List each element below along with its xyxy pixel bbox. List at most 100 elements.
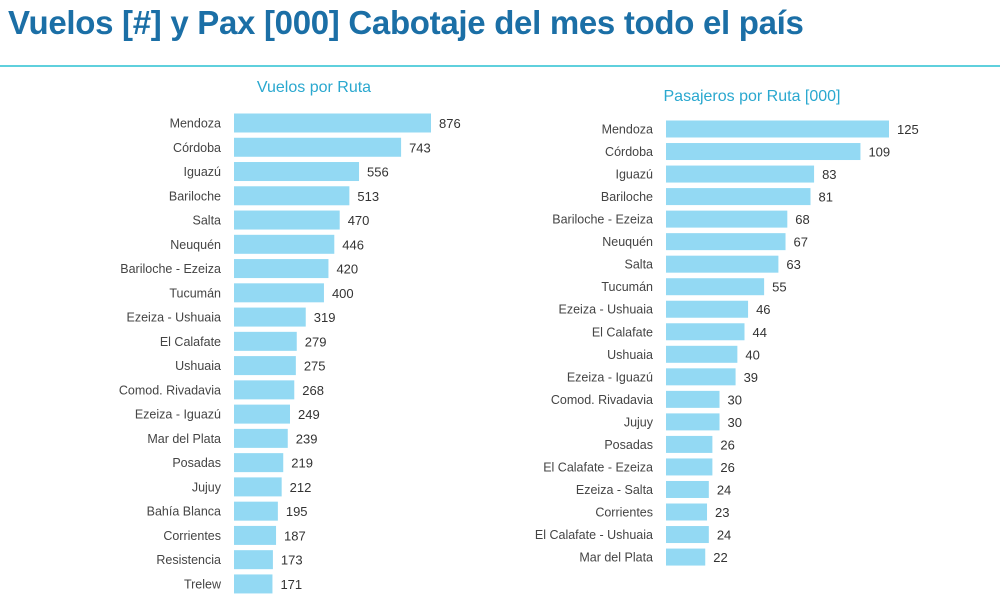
data-label: 30: [728, 392, 742, 407]
chart-1: Vuelos por Ruta Mendoza 876 Córdoba 743 Iguaz…: [119, 79, 461, 594]
category-label: Posadas: [604, 438, 653, 452]
data-label: 400: [332, 286, 354, 301]
data-label: 187: [284, 528, 306, 543]
data-label: 68: [795, 212, 809, 227]
category-label: Mendoza: [170, 117, 221, 131]
bar: [666, 503, 708, 521]
bar: [234, 428, 288, 448]
bar: [234, 574, 273, 594]
bar: [234, 404, 290, 424]
chart-title: Pasajeros por Ruta [000]: [664, 88, 841, 105]
chart-title: Vuelos por Ruta: [257, 79, 371, 96]
category-label: Bariloche - Ezeiza: [552, 213, 653, 227]
data-label: 268: [302, 383, 324, 398]
chart-2: Pasajeros por Ruta [000] Mendoza 125 Córdob…: [535, 88, 919, 566]
bar: [666, 143, 861, 161]
bar: [234, 307, 306, 327]
category-label: El Calafate - Ushuaia: [535, 528, 653, 542]
data-label: 63: [786, 257, 800, 272]
data-label: 173: [281, 553, 303, 568]
data-label: 420: [336, 262, 358, 277]
data-label: 44: [752, 325, 766, 340]
bar: [234, 283, 324, 303]
category-label: Ezeiza - Ushuaia: [127, 311, 222, 325]
data-label: 22: [713, 550, 727, 565]
bar: [234, 477, 282, 497]
category-label: Ushuaia: [175, 359, 221, 373]
data-label: 219: [291, 456, 313, 471]
bar: [234, 331, 297, 351]
data-label: 67: [794, 235, 808, 250]
data-label: 249: [298, 407, 320, 422]
bar: [234, 356, 296, 376]
bar: [234, 380, 295, 400]
data-label: 275: [304, 359, 326, 374]
data-label: 24: [717, 482, 731, 497]
category-label: Corrientes: [163, 529, 221, 543]
bar: [666, 548, 706, 566]
bar: [666, 233, 786, 251]
data-label: 46: [756, 302, 770, 317]
bar: [666, 480, 709, 498]
data-label: 26: [720, 437, 734, 452]
bar: [666, 526, 709, 544]
category-label: Resistencia: [156, 553, 221, 567]
category-label: El Calafate: [592, 325, 653, 339]
category-label: Ezeiza - Ushuaia: [559, 303, 654, 317]
category-label: Córdoba: [173, 141, 221, 155]
category-label: El Calafate - Ezeiza: [543, 460, 653, 474]
bar: [666, 345, 738, 363]
bar: [666, 210, 788, 228]
category-label: Bahía Blanca: [147, 505, 221, 519]
category-label: Iguazú: [615, 168, 653, 182]
category-label: Comod. Rivadavia: [551, 393, 653, 407]
data-label: 23: [715, 505, 729, 520]
bar: [234, 259, 329, 279]
category-label: Neuquén: [602, 235, 653, 249]
category-label: Iguazú: [183, 165, 221, 179]
category-label: Jujuy: [624, 415, 654, 429]
category-label: Ezeiza - Salta: [576, 483, 653, 497]
data-label: 743: [409, 140, 431, 155]
category-label: Salta: [193, 214, 222, 228]
data-label: 109: [868, 145, 890, 160]
bar: [666, 120, 889, 138]
page-title: Vuelos [#] y Pax [000] Cabotaje del mes …: [8, 4, 804, 41]
data-label: 212: [290, 480, 312, 495]
bar: [666, 368, 736, 386]
category-label: Mar del Plata: [147, 432, 221, 446]
category-label: Mendoza: [602, 123, 653, 137]
category-label: Bariloche: [601, 190, 653, 204]
category-label: Ushuaia: [607, 348, 653, 362]
category-label: El Calafate: [160, 335, 221, 349]
bar: [234, 186, 350, 206]
bar: [666, 188, 811, 206]
bar: [234, 162, 360, 182]
data-label: 24: [717, 528, 731, 543]
bar: [666, 435, 713, 453]
data-label: 39: [744, 370, 758, 385]
data-label: 446: [342, 237, 364, 252]
data-label: 81: [819, 190, 833, 205]
data-label: 83: [822, 167, 836, 182]
data-label: 876: [439, 116, 461, 131]
category-label: Tucumán: [169, 286, 221, 300]
bar: [666, 165, 815, 183]
bar: [666, 323, 745, 341]
data-label: 55: [772, 280, 786, 295]
title-divider: [0, 65, 1000, 67]
bar: [234, 453, 284, 473]
category-label: Mar del Plata: [579, 551, 653, 565]
category-label: Bariloche - Ezeiza: [120, 262, 221, 276]
bar: [234, 113, 431, 133]
category-label: Bariloche: [169, 189, 221, 203]
bar: [234, 525, 277, 545]
bar: [234, 501, 278, 521]
data-label: 279: [305, 334, 327, 349]
category-label: Neuquén: [170, 238, 221, 252]
data-label: 319: [314, 310, 336, 325]
bar: [666, 278, 765, 296]
data-label: 171: [280, 577, 302, 592]
category-label: Tucumán: [601, 280, 653, 294]
